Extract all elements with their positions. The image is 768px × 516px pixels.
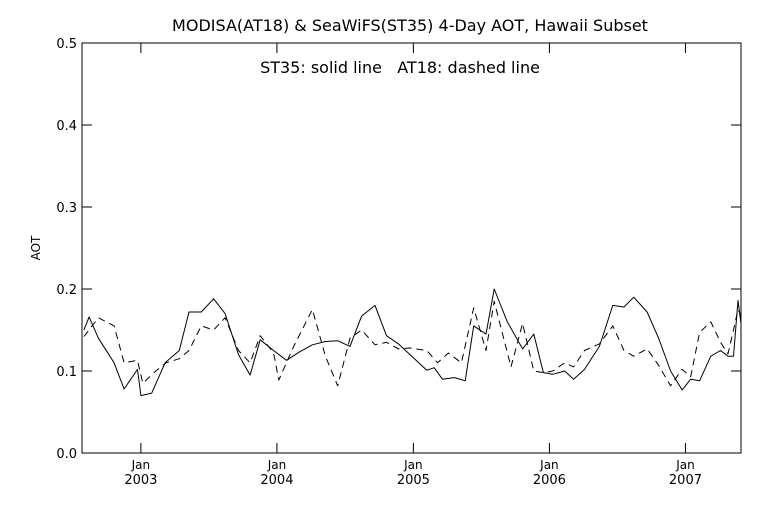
- y-tick-label-3: 0.3: [56, 201, 77, 216]
- series-line-st35: [83, 288, 742, 397]
- x-tick-month-label-4: Jan: [675, 458, 695, 472]
- x-tick-year-label-1: 2004: [260, 473, 293, 488]
- series-line-at18: [83, 300, 742, 387]
- y-tick-label-5: 0.5: [56, 37, 77, 52]
- y-tick-label-2: 0.2: [56, 283, 77, 298]
- y-tick-label-0: 0.0: [56, 447, 77, 462]
- x-tick-month-label-1: Jan: [267, 458, 287, 472]
- series-layer: [83, 288, 742, 397]
- x-tick-year-label-0: 2003: [124, 473, 157, 488]
- x-tick-month-label-3: Jan: [539, 458, 559, 472]
- x-tick-month-label-2: Jan: [403, 458, 423, 472]
- x-tick-year-label-2: 2005: [397, 473, 430, 488]
- x-tick-month-label-0: Jan: [131, 458, 151, 472]
- y-axis-label: AOT: [29, 235, 43, 260]
- legend-annotation: ST35: solid line AT18: dashed line: [260, 58, 540, 77]
- x-tick-year-label-4: 2007: [669, 473, 702, 488]
- y-tick-label-1: 0.1: [56, 365, 77, 380]
- plot-frame: [81, 42, 742, 454]
- x-tick-year-label-3: 2006: [533, 473, 566, 488]
- chart-title: MODISA(AT18) & SeaWiFS(ST35) 4-Day AOT, …: [172, 16, 648, 35]
- y-axis-ticks: 0.0 0.1 0.2 0.3 0.4 0.5: [56, 37, 741, 462]
- y-tick-label-4: 0.4: [56, 119, 77, 134]
